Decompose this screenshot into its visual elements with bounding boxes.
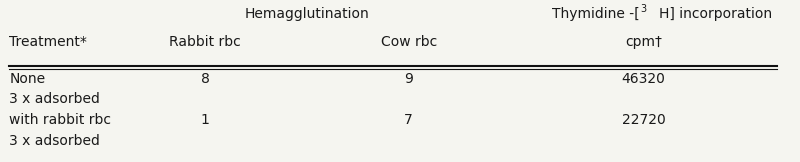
Text: Rabbit rbc: Rabbit rbc [169, 35, 241, 49]
Text: Treatment*: Treatment* [10, 35, 87, 49]
Text: Cow rbc: Cow rbc [381, 35, 437, 49]
Text: 1: 1 [201, 113, 210, 127]
Text: 9: 9 [404, 72, 413, 86]
Text: 7: 7 [404, 113, 413, 127]
Text: 3 x adsorbed: 3 x adsorbed [10, 134, 100, 148]
Text: Hemagglutination: Hemagglutination [245, 6, 370, 21]
Text: 8: 8 [201, 72, 210, 86]
Text: 3: 3 [641, 4, 646, 14]
Text: None: None [10, 72, 46, 86]
Text: 3 x adsorbed: 3 x adsorbed [10, 93, 100, 106]
Text: Thymidine -[: Thymidine -[ [552, 6, 640, 21]
Text: 46320: 46320 [622, 72, 666, 86]
Text: 22720: 22720 [622, 113, 666, 127]
Text: H] incorporation: H] incorporation [659, 6, 773, 21]
Text: cpm†: cpm† [626, 35, 662, 49]
Text: with rabbit rbc: with rabbit rbc [10, 113, 111, 127]
